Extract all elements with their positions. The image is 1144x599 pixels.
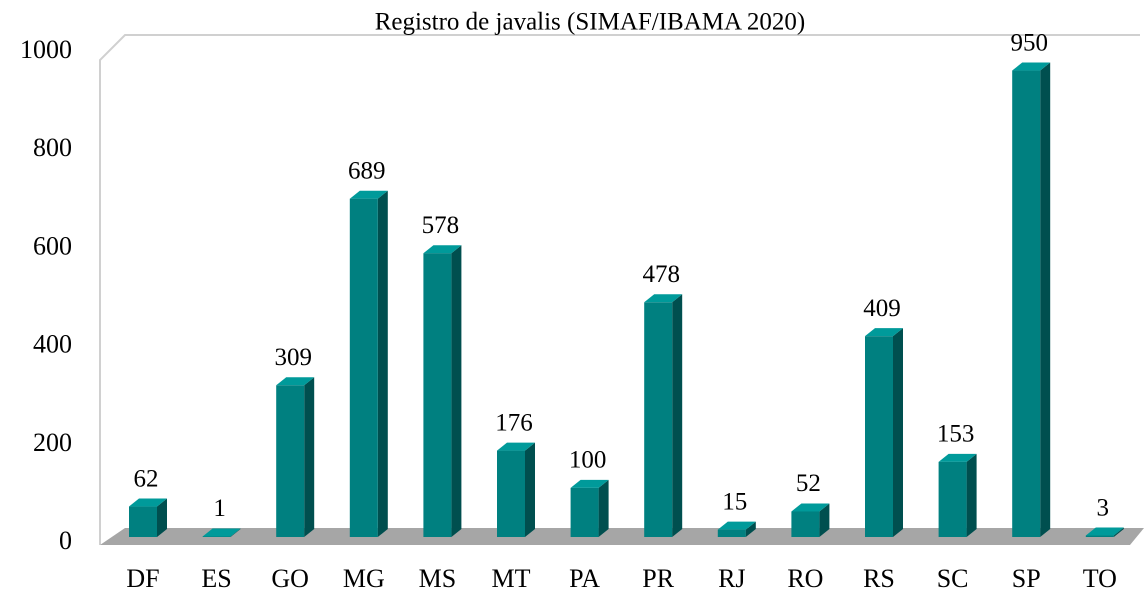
- bar-side: [451, 245, 461, 537]
- y-tick-label: 0: [59, 526, 72, 555]
- y-tick-label: 600: [33, 231, 72, 260]
- x-tick-label: PR: [642, 564, 674, 593]
- x-tick-label: DF: [126, 564, 159, 593]
- x-tick-label: SP: [1012, 564, 1041, 593]
- bar-side: [304, 377, 314, 537]
- y-tick-label: 400: [33, 330, 72, 359]
- bar: [276, 377, 314, 537]
- bar-front: [939, 462, 967, 537]
- bar-side: [1040, 63, 1050, 537]
- chart-title: Registro de javalis (SIMAF/IBAMA 2020): [375, 9, 806, 36]
- bar-side: [672, 294, 682, 537]
- bar-front: [350, 199, 378, 537]
- x-tick-label: PA: [569, 564, 600, 593]
- bar: [644, 294, 682, 537]
- value-label: 100: [569, 447, 607, 474]
- back-wall: [100, 35, 1140, 545]
- bar: [571, 480, 609, 537]
- bar: [497, 443, 535, 537]
- floor: [100, 528, 1144, 545]
- x-tick-label: TO: [1083, 564, 1117, 593]
- bar-front: [129, 507, 157, 537]
- value-label: 409: [863, 295, 901, 322]
- value-label: 1: [213, 495, 226, 522]
- value-label: 950: [1010, 29, 1048, 56]
- bar-side: [525, 443, 535, 537]
- bar-front: [497, 451, 525, 537]
- bar: [423, 245, 461, 537]
- bar-side: [599, 480, 609, 537]
- value-label: 689: [348, 157, 386, 184]
- x-tick-label: GO: [271, 564, 309, 593]
- bar-front: [865, 336, 893, 537]
- value-label: 62: [134, 465, 159, 492]
- value-label: 578: [422, 212, 460, 239]
- x-tick-label: MS: [419, 564, 457, 593]
- bar-front: [1086, 536, 1114, 537]
- y-tick-label: 200: [33, 428, 72, 457]
- x-tick-label: MG: [343, 564, 385, 593]
- x-tick-label: RO: [787, 564, 823, 593]
- bar: [865, 328, 903, 537]
- bar: [939, 454, 977, 537]
- bar-front: [1012, 71, 1040, 537]
- bar-side: [893, 328, 903, 537]
- bar-front: [644, 302, 672, 537]
- x-tick-label: MT: [492, 564, 531, 593]
- value-label: 176: [495, 409, 533, 436]
- y-tick-label: 800: [33, 133, 72, 162]
- bar-front: [276, 385, 304, 537]
- y-tick-label: 1000: [20, 35, 72, 64]
- value-label: 309: [274, 344, 312, 371]
- value-label: 153: [937, 421, 975, 448]
- value-label: 3: [1097, 494, 1110, 521]
- value-label: 52: [796, 470, 821, 497]
- bar: [791, 503, 829, 537]
- x-tick-label: ES: [201, 564, 231, 593]
- x-tick-label: RJ: [718, 564, 745, 593]
- bar: [1012, 63, 1050, 537]
- value-label: 15: [722, 488, 747, 515]
- bar-front: [423, 253, 451, 537]
- bar: [129, 499, 167, 537]
- bar-front: [791, 511, 819, 537]
- bar-side: [378, 191, 388, 537]
- bar-front: [718, 530, 746, 537]
- bar-front: [571, 488, 599, 537]
- x-tick-label: SC: [937, 564, 969, 593]
- x-tick-label: RS: [863, 564, 895, 593]
- bar-side: [967, 454, 977, 537]
- bar: [350, 191, 388, 537]
- value-label: 478: [642, 261, 680, 288]
